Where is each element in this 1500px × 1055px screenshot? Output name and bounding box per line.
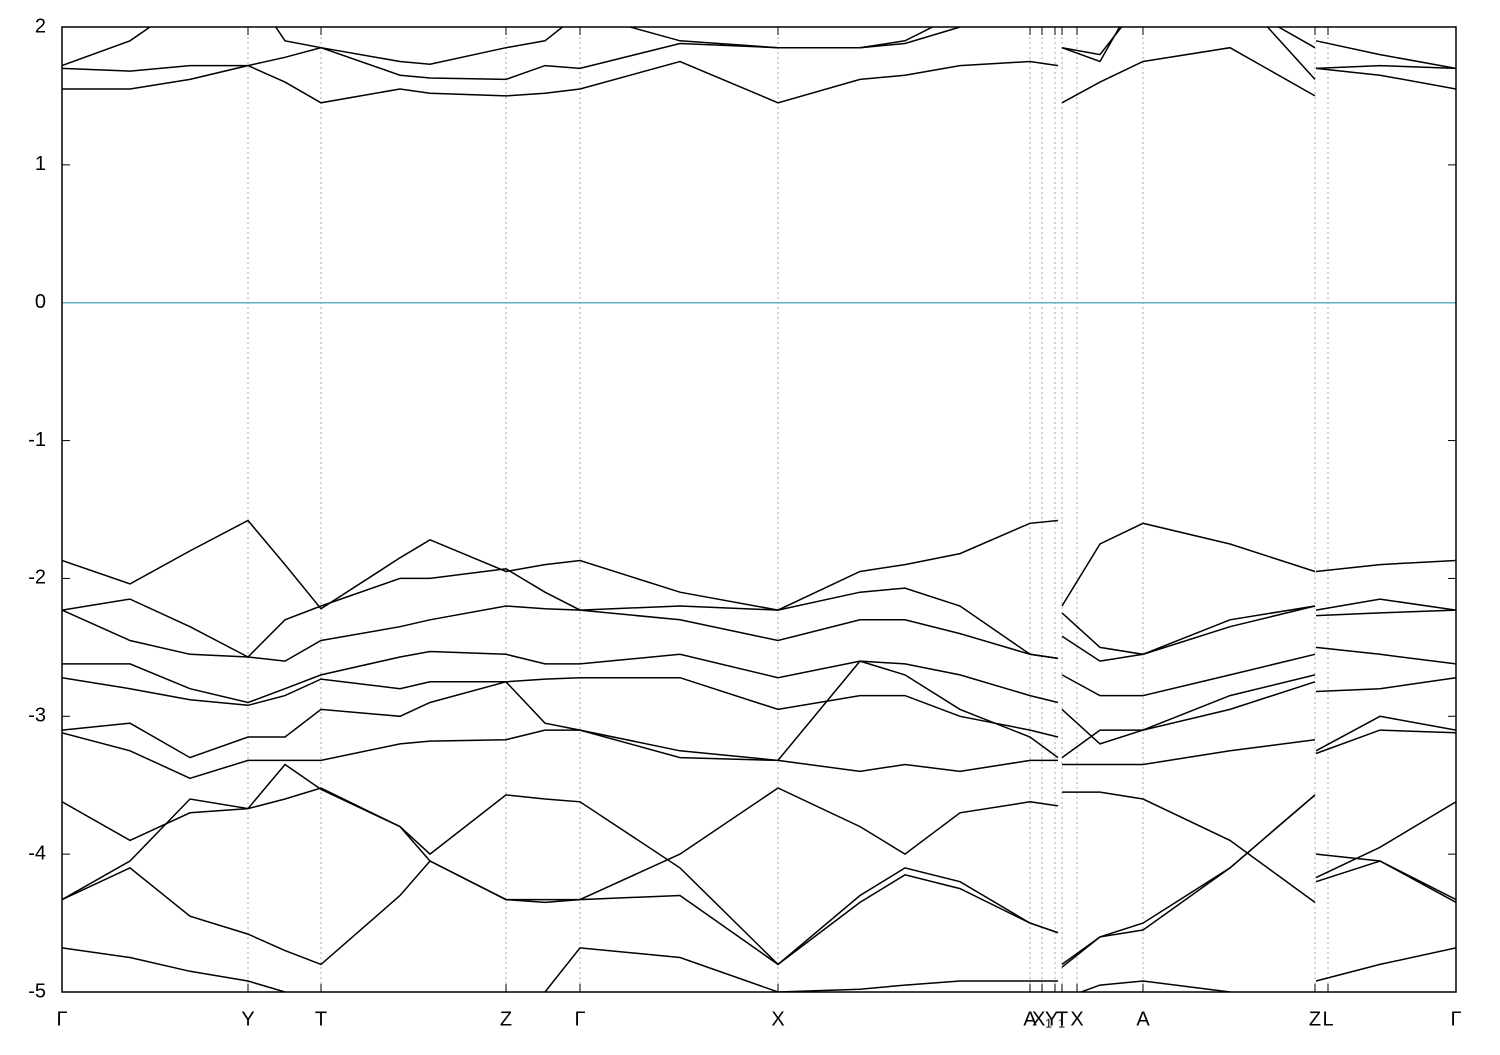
y-tick-label: 2 bbox=[35, 15, 46, 37]
band-line bbox=[62, 947, 1456, 992]
y-tick-label: -4 bbox=[28, 842, 46, 864]
x-tick-label: Y bbox=[241, 1008, 254, 1030]
band-line bbox=[62, 568, 1456, 660]
x-tick-label: Γ bbox=[56, 1008, 67, 1030]
x-tick-label: X₁ bbox=[1032, 1008, 1052, 1030]
x-tick-label: A bbox=[1023, 1008, 1037, 1030]
band-line bbox=[62, 660, 1456, 762]
bands bbox=[62, 27, 1456, 992]
x-tick-label: Γ bbox=[1450, 1008, 1461, 1030]
x-tick-label: X bbox=[771, 1008, 784, 1030]
x-tick-label: Z bbox=[500, 1008, 512, 1030]
band-line bbox=[62, 794, 1456, 968]
band-line bbox=[62, 27, 1456, 70]
band-line bbox=[62, 674, 1456, 745]
band-line bbox=[62, 729, 1456, 780]
band-line bbox=[62, 46, 1456, 104]
x-tick-label: X bbox=[1070, 1008, 1083, 1030]
band-line bbox=[62, 27, 1456, 81]
x-tick-label: Γ bbox=[574, 1008, 585, 1030]
band-line bbox=[62, 763, 1456, 966]
band-line bbox=[62, 519, 1456, 611]
y-tick-label: -3 bbox=[28, 705, 46, 727]
y-tick-label: 0 bbox=[35, 291, 46, 313]
x-tick-label: Y₁ bbox=[1045, 1008, 1065, 1030]
x-tick-label: T bbox=[1056, 1008, 1068, 1030]
x-tick-label: Z bbox=[1309, 1008, 1321, 1030]
y-tick-label: 1 bbox=[35, 153, 46, 175]
y-tick-label: -2 bbox=[28, 567, 46, 589]
band-line bbox=[62, 787, 1456, 966]
x-tick-label: A bbox=[1136, 1008, 1150, 1030]
x-tick-label: L bbox=[1322, 1008, 1333, 1030]
x-tick-label: T bbox=[315, 1008, 327, 1030]
y-tick-label: -1 bbox=[28, 429, 46, 451]
band-line bbox=[62, 605, 1456, 662]
plot-frame bbox=[61, 26, 1457, 993]
band-line bbox=[62, 646, 1456, 704]
y-tick-label: -5 bbox=[28, 980, 46, 1002]
